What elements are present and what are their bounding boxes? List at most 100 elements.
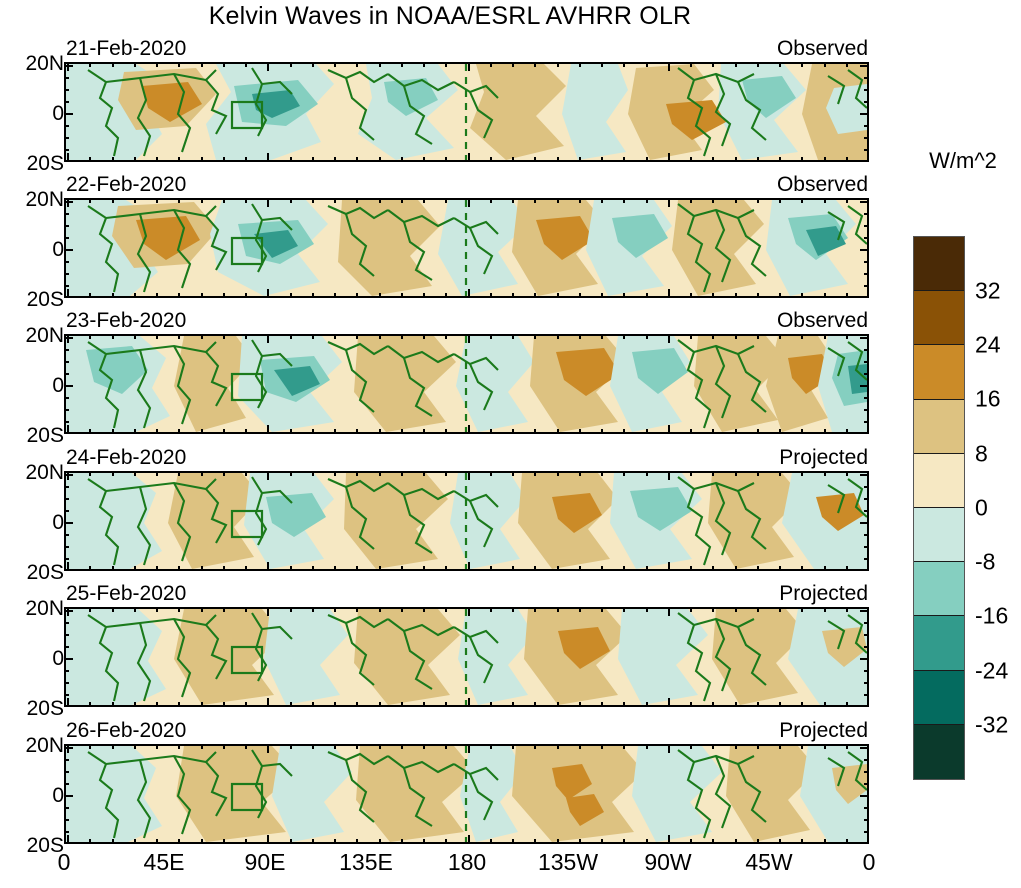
axis-tick (423, 566, 425, 569)
axis-tick (112, 839, 114, 842)
axis-tick (178, 293, 180, 296)
axis-tick (134, 64, 136, 67)
axis-tick (779, 566, 781, 569)
axis-tick (67, 746, 69, 753)
axis-tick (201, 473, 203, 476)
axis-tick (334, 609, 336, 612)
panel-date-1: 21-Feb-2020 (66, 37, 187, 60)
axis-tick (779, 64, 781, 67)
axis-tick (290, 200, 292, 203)
axis-tick (112, 429, 114, 432)
axis-tick (860, 337, 867, 339)
axis-tick (579, 839, 581, 842)
axis-tick (690, 429, 692, 432)
axis-tick (864, 101, 867, 103)
axis-tick (267, 289, 269, 296)
indian-ocean-box-1 (230, 100, 264, 130)
axis-tick (267, 336, 269, 343)
axis-tick (801, 609, 803, 612)
axis-tick (557, 157, 559, 160)
axis-tick (356, 429, 358, 432)
axis-tick (824, 746, 826, 749)
axis-tick (290, 336, 292, 339)
axis-tick (824, 200, 826, 203)
axis-tick (134, 200, 136, 203)
axis-tick (65, 570, 73, 571)
axis-tick (66, 361, 69, 363)
y-tick-label-20s-4: 20S (26, 561, 64, 584)
panel-date-3: 23-Feb-2020 (66, 309, 187, 332)
y-tick-label-20n-2: 20N (25, 188, 64, 211)
axis-tick (864, 125, 867, 127)
axis-tick (512, 702, 514, 705)
colorbar-band-16-24 (914, 345, 964, 400)
axis-tick (801, 64, 803, 67)
axis-tick (860, 706, 868, 707)
axis-tick (512, 746, 514, 749)
axis-tick (690, 566, 692, 569)
axis-tick (846, 429, 848, 432)
axis-tick (66, 225, 69, 227)
axis-tick (334, 473, 336, 476)
axis-tick (66, 622, 69, 624)
axis-tick (89, 702, 91, 705)
axis-tick (557, 293, 559, 296)
axis-tick (66, 149, 69, 151)
axis-tick (312, 746, 314, 749)
panel-status-5: Projected (779, 582, 868, 605)
axis-tick (66, 759, 69, 761)
axis-tick (779, 746, 781, 749)
axis-tick (201, 64, 203, 67)
axis-tick (668, 562, 670, 569)
axis-tick (846, 702, 848, 705)
axis-tick (267, 200, 269, 207)
axis-tick (245, 293, 247, 296)
axis-tick (134, 746, 136, 749)
axis-tick (646, 839, 648, 842)
axis-tick (112, 64, 114, 67)
axis-tick (401, 746, 403, 749)
colorbar-band-neg8-0 (914, 508, 964, 563)
axis-tick (334, 429, 336, 432)
axis-tick (66, 795, 73, 797)
axis-tick (757, 839, 759, 842)
axis-tick (490, 336, 492, 339)
axis-tick (735, 200, 737, 203)
axis-tick (779, 429, 781, 432)
y-tick-label-0-6: 0 (52, 784, 64, 807)
axis-tick (112, 293, 114, 296)
axis-tick (864, 89, 867, 91)
panel-header-1: 21-Feb-2020 Observed (64, 37, 869, 61)
axis-tick (860, 249, 867, 251)
axis-tick (512, 566, 514, 569)
axis-tick (579, 429, 581, 432)
axis-tick (735, 336, 737, 339)
axis-tick (223, 702, 225, 705)
axis-tick (334, 64, 336, 67)
axis-tick (334, 157, 336, 160)
olr-contours-6 (66, 746, 867, 842)
axis-tick (423, 473, 425, 476)
coastlines-5 (87, 612, 867, 702)
coastlines-1 (87, 67, 867, 157)
axis-tick (468, 746, 470, 753)
axis-tick (735, 64, 737, 67)
axis-tick (824, 702, 826, 705)
axis-tick (623, 64, 625, 67)
axis-tick (66, 101, 69, 103)
axis-tick (66, 261, 69, 263)
axis-tick (512, 64, 514, 67)
axis-tick (401, 839, 403, 842)
axis-tick (66, 771, 69, 773)
axis-tick (379, 839, 381, 842)
axis-tick (864, 213, 867, 215)
axis-tick (860, 65, 867, 67)
axis-tick (712, 200, 714, 203)
axis-tick (490, 64, 492, 67)
axis-tick (690, 473, 692, 476)
axis-tick (646, 566, 648, 569)
colorbar-band-0-8 (914, 453, 964, 508)
axis-tick (356, 336, 358, 339)
axis-tick (860, 522, 867, 524)
axis-tick (445, 429, 447, 432)
